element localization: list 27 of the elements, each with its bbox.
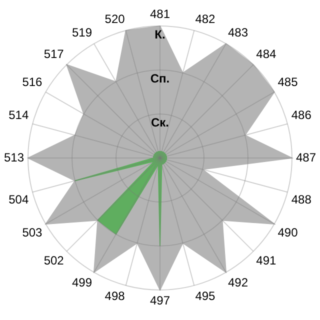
spoke-label: 486	[291, 108, 312, 122]
y-tick-label: Ск.	[150, 115, 170, 130]
spoke-label: 513	[4, 150, 24, 164]
spoke-label: 504	[8, 192, 29, 207]
spoke-label: 481	[150, 7, 170, 22]
spoke-label: 514	[8, 108, 29, 122]
spoke-label: 502	[44, 254, 64, 268]
spoke-label: 503	[22, 226, 43, 240]
spoke-label: 491	[256, 254, 276, 268]
spoke-label: 490	[278, 226, 298, 240]
spoke-label: 488	[291, 192, 312, 207]
spoke-label: 485	[278, 75, 298, 90]
spoke-label: 495	[195, 288, 216, 303]
spoke-label: 483	[228, 25, 248, 40]
spoke-label: 499	[72, 275, 92, 290]
spoke-label: 520	[104, 12, 126, 26]
spoke-label: 519	[72, 25, 92, 40]
y-tick-label: Сп.	[150, 71, 170, 86]
spoke-label: 482	[195, 12, 216, 26]
spoke-label: 487	[296, 150, 316, 164]
y-tick-label: К.	[154, 27, 166, 42]
spoke-label: 517	[44, 46, 64, 61]
spoke-label: 516	[22, 75, 43, 90]
spoke-label: 492	[228, 275, 248, 290]
spoke-label: 497	[150, 293, 170, 308]
spoke-label: 484	[256, 46, 276, 61]
spoke-label: 498	[104, 288, 126, 303]
